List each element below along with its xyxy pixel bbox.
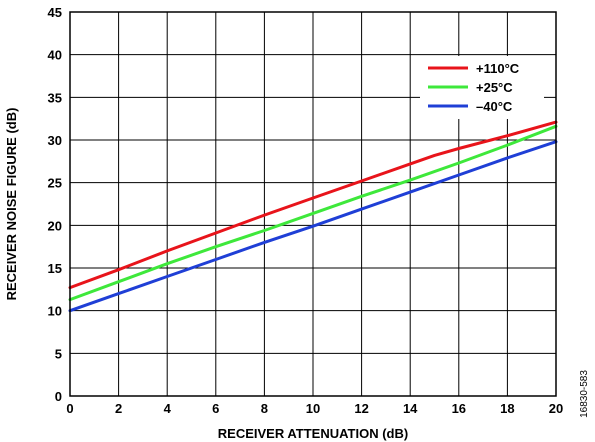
figure-id: 16830-583 <box>579 370 590 418</box>
x-tick-label: 16 <box>452 401 466 416</box>
y-tick-label: 15 <box>48 261 62 276</box>
x-tick-label: 6 <box>212 401 219 416</box>
y-tick-label: 25 <box>48 176 62 191</box>
y-tick-label: 20 <box>48 218 62 233</box>
series-lines <box>68 120 558 313</box>
x-tick-label: 20 <box>549 401 563 416</box>
series-line-0 <box>68 120 558 290</box>
y-tick-label: 45 <box>48 5 62 20</box>
x-tick-label: 14 <box>403 401 418 416</box>
x-tick-label: 12 <box>354 401 368 416</box>
y-axis-title: RECEIVER NOISE FIGURE (dB) <box>4 108 19 301</box>
legend: +110°C +25°C –40°C <box>420 56 544 119</box>
x-tick-label: 2 <box>115 401 122 416</box>
y-tick-label: 40 <box>48 48 62 63</box>
series-line-2 <box>68 140 558 313</box>
x-tick-label: 0 <box>66 401 73 416</box>
x-tick-label: 18 <box>500 401 514 416</box>
x-tick-label: 8 <box>261 401 268 416</box>
y-tick-label: 35 <box>48 90 62 105</box>
legend-label: +110°C <box>476 61 520 76</box>
series-line-1 <box>68 124 558 302</box>
y-tick-label: 0 <box>55 389 62 404</box>
x-tick-label: 10 <box>306 401 320 416</box>
y-tick-label: 30 <box>48 133 62 148</box>
y-tick-label: 5 <box>55 346 62 361</box>
legend-label: +25°C <box>476 80 513 95</box>
tick-labels: 0 2 4 6 8 10 12 14 16 18 20 0 5 10 15 20 25 30 35 40 45 <box>48 5 564 416</box>
legend-label: –40°C <box>476 99 513 114</box>
x-axis-title: RECEIVER ATTENUATION (dB) <box>218 426 408 441</box>
y-tick-label: 10 <box>48 304 62 319</box>
x-tick-label: 4 <box>164 401 172 416</box>
plot-frame <box>69 11 557 397</box>
